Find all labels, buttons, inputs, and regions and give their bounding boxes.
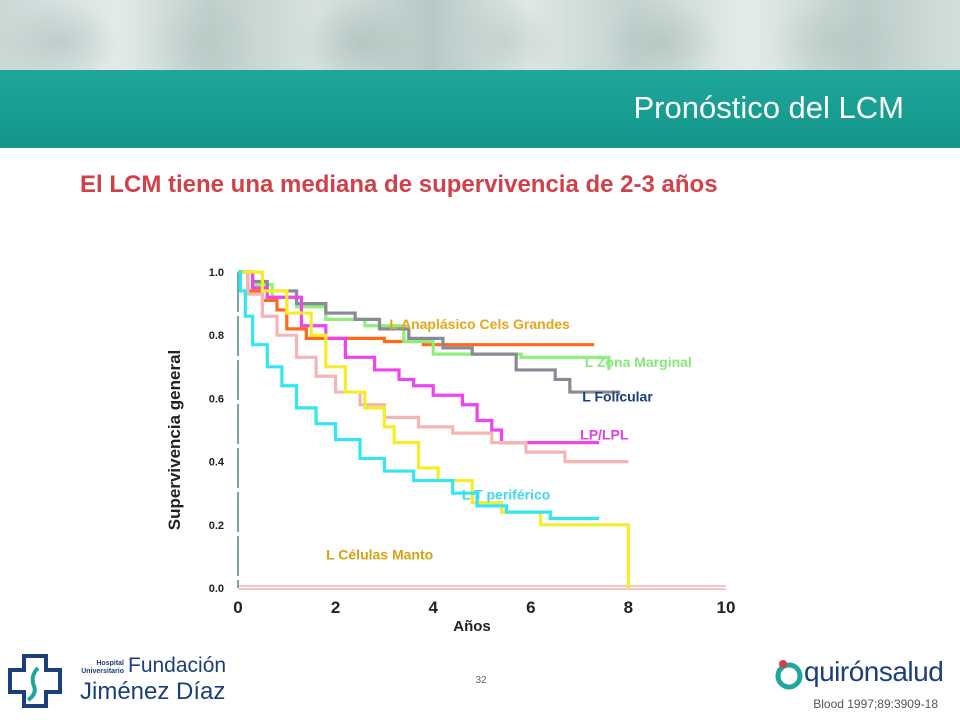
photo-tile [0, 0, 120, 70]
photo-tile [450, 0, 560, 70]
chart-grid [238, 585, 726, 590]
logo-quiron-part: quirón [804, 656, 879, 687]
fundacion-jimenez-diaz-logo-icon [8, 654, 62, 708]
series-label-lp-lpl: LP/LPL [580, 426, 629, 442]
logo-quironsalud-text: quirónsalud [804, 656, 944, 688]
y-tick-label: 0.0 [209, 583, 224, 595]
logo-hospital-text: Hospital Universitario [81, 660, 124, 675]
logo-fundacion-text: Fundación [128, 654, 227, 677]
chart-labels: L Anaplásico Cels Grandes L Zona Marginal… [326, 316, 692, 563]
series-line-lp-lpl [238, 270, 600, 445]
logo-jimenez-diaz-text: Jiménez Díaz [80, 678, 226, 705]
x-tick-label: 0 [233, 598, 242, 617]
photo-tile [770, 0, 900, 70]
photo-tile [300, 0, 420, 70]
photo-tile [600, 0, 720, 70]
series-label-l-t-periferico: L T periférico [462, 487, 550, 503]
x-tick-label: 10 [717, 598, 736, 617]
logo-salud-part: salud [878, 656, 944, 687]
chart-axes: 0.0 0.2 0.4 0.6 0.8 1.0 0 2 4 6 8 10 Años Supervivenc… [165, 267, 735, 635]
series-line-l-t-periferico [238, 270, 600, 521]
quironsalud-logo-icon [775, 660, 803, 690]
title-bar [0, 70, 960, 148]
series-label-l-folicular: L Folicular [582, 389, 653, 405]
x-tick-label: 4 [428, 598, 438, 617]
x-tick-label: 2 [331, 598, 340, 617]
slide-subtitle: El LCM tiene una mediana de supervivenci… [80, 171, 718, 198]
y-tick-label: 0.6 [209, 393, 224, 405]
slide-number: 32 [475, 675, 487, 686]
series-label-l-zona-marginal: L Zona Marginal [585, 354, 692, 370]
x-axis-label: Años [453, 618, 491, 635]
y-tick-label: 0.4 [209, 457, 225, 469]
series-line-unlabeled-curve [238, 270, 629, 464]
y-tick-label: 0.8 [209, 330, 224, 342]
y-axis-label: Supervivencia general [165, 350, 184, 530]
survival-chart: 0.0 0.2 0.4 0.6 0.8 1.0 0 2 4 6 8 10 Años Supervivenc… [165, 267, 735, 635]
series-label-l-anaplasico-cels-grandes: L Anaplásico Cels Grandes [389, 316, 570, 332]
photo-tile [150, 0, 260, 70]
y-tick-label: 0.2 [209, 520, 224, 532]
slide-title: Pronóstico del LCM [633, 90, 904, 125]
header-photo-strip [0, 0, 960, 70]
citation: Blood 1997;89:3909-18 [813, 697, 938, 711]
x-tick-label: 6 [526, 598, 535, 617]
x-tick-label: 8 [624, 598, 633, 617]
y-tick-label: 1.0 [209, 267, 224, 279]
series-label-l-celulas-manto: L Células Manto [326, 547, 433, 563]
chart-series [238, 270, 630, 588]
series-line-l-anaplasico-cels-grandes [238, 270, 595, 347]
